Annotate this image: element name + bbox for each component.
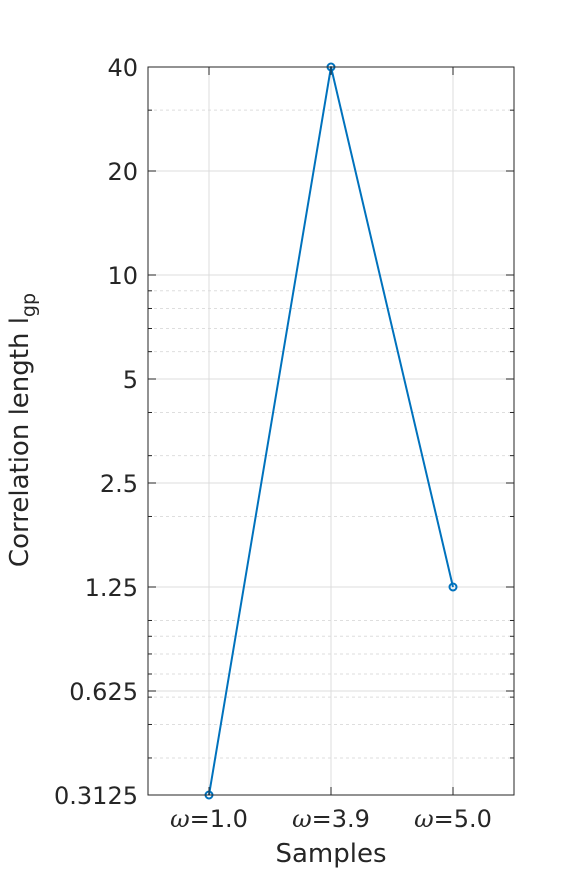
y-tick-label: 10 — [107, 262, 138, 290]
y-tick-label: 20 — [107, 158, 138, 186]
y-tick-label: 2.5 — [100, 470, 138, 498]
y-axis-label-main: Correlation length l — [5, 317, 35, 567]
y-axis-label-subscript: gp — [18, 293, 40, 317]
grid — [148, 66, 514, 796]
data-point — [448, 582, 458, 592]
x-tick-label-value: =3.9 — [312, 805, 370, 833]
x-tick-label: ω=5.0 — [414, 805, 492, 833]
x-tick-label-value: =5.0 — [434, 805, 492, 833]
y-tick-label: 5 — [123, 366, 138, 394]
y-tick-label: 1.25 — [85, 574, 138, 602]
x-axis-label: Samples — [275, 839, 386, 869]
x-tick-label: ω=3.9 — [292, 805, 370, 833]
x-tick-label-symbol: ω — [170, 805, 190, 833]
x-tick-label-symbol: ω — [292, 805, 312, 833]
y-tick-label: 40 — [107, 54, 138, 82]
y-tick-label: 0.625 — [69, 678, 138, 706]
x-tick-label-value: =1.0 — [190, 805, 248, 833]
tick-marks — [148, 66, 514, 796]
x-tick-label-symbol: ω — [414, 805, 434, 833]
y-tick-label: 0.3125 — [54, 782, 138, 810]
y-tick-labels: 0.3125 0.625 1.25 2.5 5 10 20 40 — [54, 54, 138, 810]
x-tick-label: ω=1.0 — [170, 805, 248, 833]
y-axis-label: Correlation length lgp — [5, 293, 40, 567]
x-tick-labels: ω=1.0 ω=3.9 ω=5.0 — [170, 805, 492, 833]
